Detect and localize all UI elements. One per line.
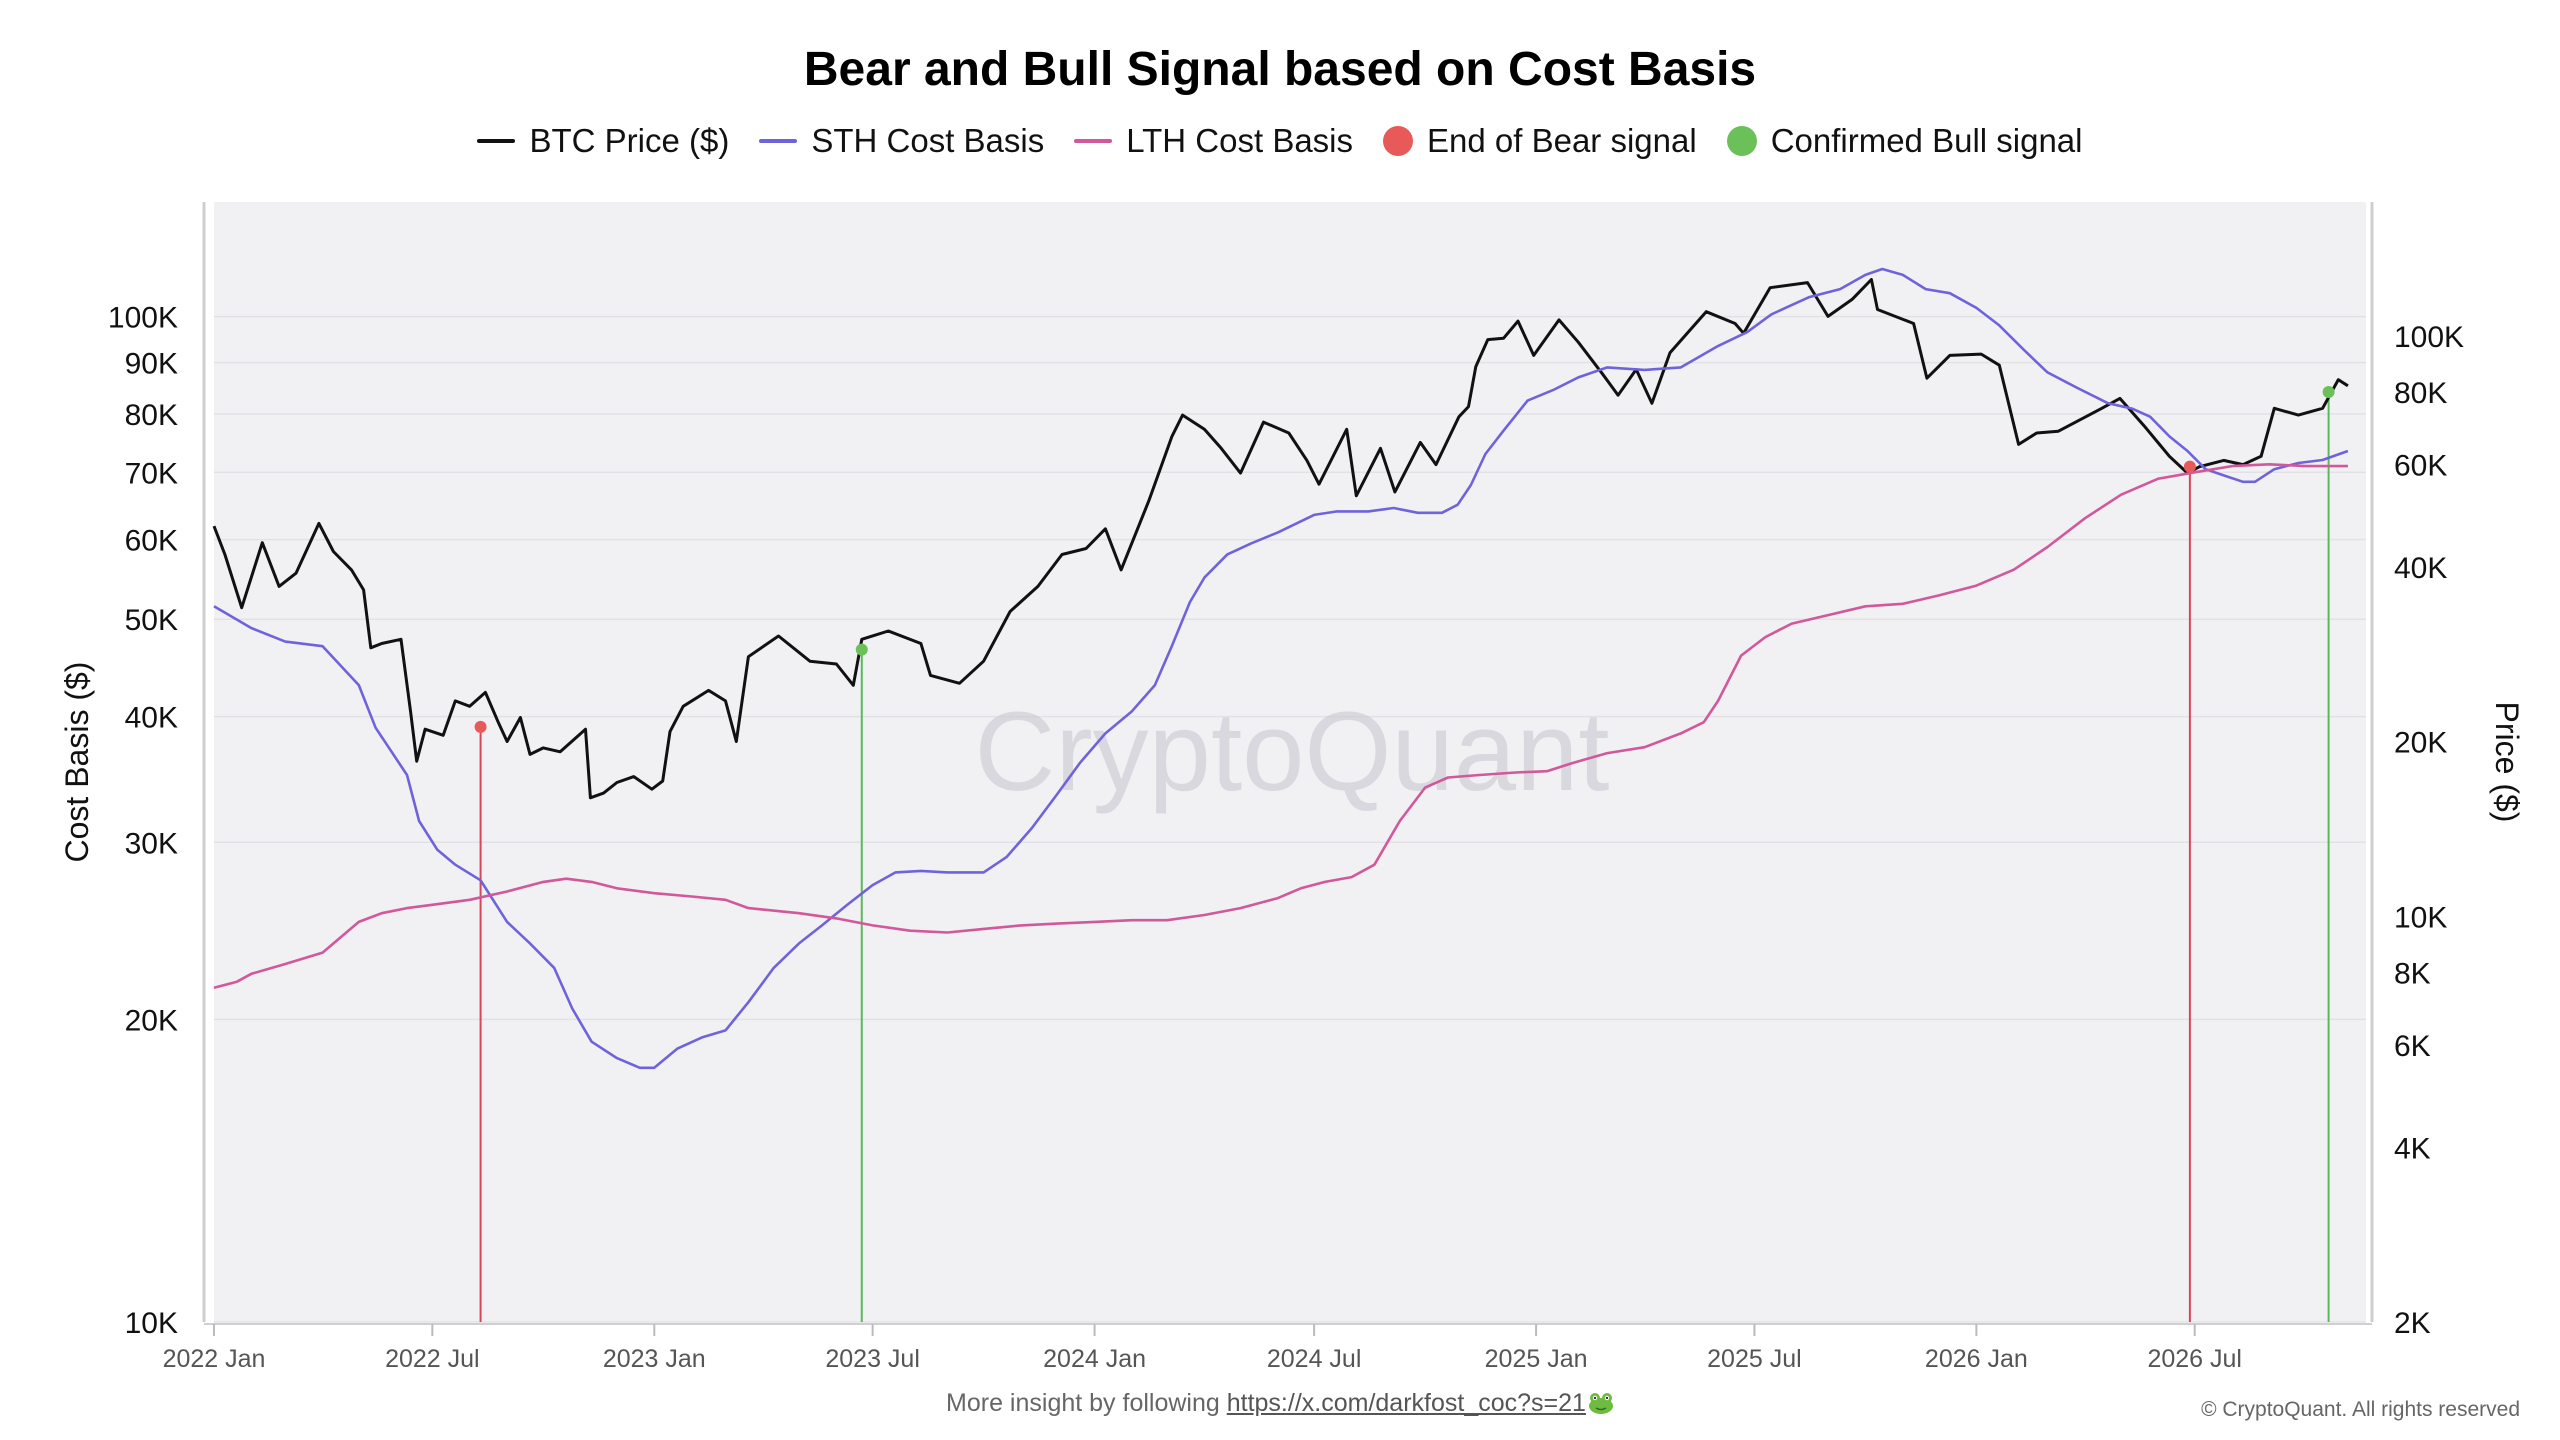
signal-dot-end-of-bear-signal[interactable] (2183, 460, 2196, 473)
series-line-sth-cost-basis (213, 267, 2349, 1070)
legend-item-sth-cost-basis[interactable]: STH Cost Basis (759, 122, 1044, 160)
x-tick-label: 2024 Jul (1267, 1345, 1362, 1373)
y-left-tick-label: 20K (125, 1004, 178, 1037)
right-axis-ticks: 2K 4K 6K 8K 10K 20K 40K 60K 80K 100K (2394, 321, 2464, 1340)
y-right-tick-label: 100K (2394, 321, 2464, 354)
legend-label-sth-cost-basis: STH Cost Basis (811, 122, 1045, 159)
y-right-tick-label: 60K (2394, 450, 2447, 483)
series-lines (212, 267, 2349, 1070)
y-left-tick-label: 50K (125, 604, 178, 637)
y-right-tick-label: 6K (2394, 1030, 2431, 1063)
y-right-axis-label: Price ($) (2489, 702, 2525, 823)
plot-background (214, 202, 2366, 1322)
legend-swatch-lth-cost-basis (1074, 139, 1113, 143)
legend-swatch-btc-price (477, 139, 516, 143)
y-left-tick-label: 30K (125, 827, 178, 860)
x-tick-label: 2023 Jan (603, 1345, 706, 1373)
x-axis-ticks: 2022 Jan 2022 Jul 2023 Jan 2023 Jul 2024 Jan… (163, 1324, 2242, 1373)
left-axis-ticks: 10K 20K 30K 40K 50K 60K 70K 80K 90K 100K (108, 302, 178, 1340)
signal-dot-end-of-bear-signal[interactable] (474, 720, 487, 733)
x-tick-label: 2026 Jan (1925, 1345, 2028, 1373)
legend-swatch-end-of-bear (1383, 126, 1414, 156)
legend-item-end-of-bear[interactable]: End of Bear signal (1383, 122, 1697, 160)
y-right-tick-label: 2K (2394, 1307, 2431, 1340)
legend-label-end-of-bear: End of Bear signal (1427, 122, 1697, 159)
series-line-lth-cost-basis (213, 463, 2348, 990)
x-tick-label: 2024 Jan (1043, 1345, 1146, 1373)
legend-label-confirmed-bull: Confirmed Bull signal (1770, 122, 2083, 159)
watermark-text: CryptoQuant (975, 689, 1610, 814)
x-tick-label: 2022 Jul (385, 1345, 480, 1373)
x-tick-label: 2025 Jan (1485, 1345, 1588, 1373)
y-left-tick-label: 60K (125, 525, 178, 558)
legend-swatch-sth-cost-basis (759, 139, 798, 143)
chart-legend: BTC Price ($) STH Cost Basis LTH Cost Ba… (0, 122, 2560, 160)
frog-emoji-icon (1588, 1393, 1613, 1414)
footer-insight: More insight by following https://x.com/… (0, 1389, 2560, 1418)
x-tick-label: 2025 Jul (1707, 1345, 1802, 1373)
y-left-axis-label: Cost Basis ($) (59, 662, 95, 863)
footer-insight-link[interactable]: https://x.com/darkfost_coc?s=21 (1226, 1389, 1586, 1417)
signal-dot-confirmed-bull-signal[interactable] (855, 643, 868, 656)
legend-item-lth-cost-basis[interactable]: LTH Cost Basis (1074, 122, 1353, 160)
legend-label-btc-price: BTC Price ($) (529, 122, 730, 159)
y-left-tick-label: 10K (125, 1307, 178, 1340)
y-right-tick-label: 40K (2394, 552, 2447, 585)
signal-lines (479, 392, 2330, 1322)
signal-markers (474, 386, 2335, 733)
y-left-tick-label: 70K (125, 457, 178, 490)
x-tick-label: 2026 Jul (2147, 1345, 2242, 1373)
legend-swatch-confirmed-bull (1726, 126, 1757, 156)
y-left-tick-label: 40K (125, 702, 178, 735)
x-tick-label: 2022 Jan (163, 1345, 266, 1373)
y-right-tick-label: 10K (2394, 901, 2447, 934)
legend-item-confirmed-bull[interactable]: Confirmed Bull signal (1726, 122, 2083, 160)
chart-title: Bear and Bull Signal based on Cost Basis (803, 43, 1757, 96)
y-right-tick-label: 4K (2394, 1132, 2431, 1165)
legend-label-lth-cost-basis: LTH Cost Basis (1126, 122, 1354, 159)
y-right-tick-label: 8K (2394, 958, 2431, 991)
y-right-tick-label: 80K (2394, 377, 2447, 410)
y-left-tick-label: 90K (125, 348, 178, 381)
y-right-tick-label: 20K (2394, 727, 2447, 760)
series-line-btc-price (212, 278, 2349, 800)
copyright-notice: © CryptoQuant. All rights reserved (2201, 1398, 2520, 1421)
y-left-tick-label: 80K (125, 399, 178, 432)
y-left-tick-label: 100K (108, 302, 178, 335)
gridlines (214, 315, 2366, 1323)
signal-dot-confirmed-bull-signal[interactable] (2322, 386, 2335, 399)
x-tick-label: 2023 Jul (825, 1345, 920, 1373)
footer-insight-text: More insight by following (946, 1389, 1227, 1417)
legend-item-btc-price[interactable]: BTC Price ($) (477, 122, 729, 160)
